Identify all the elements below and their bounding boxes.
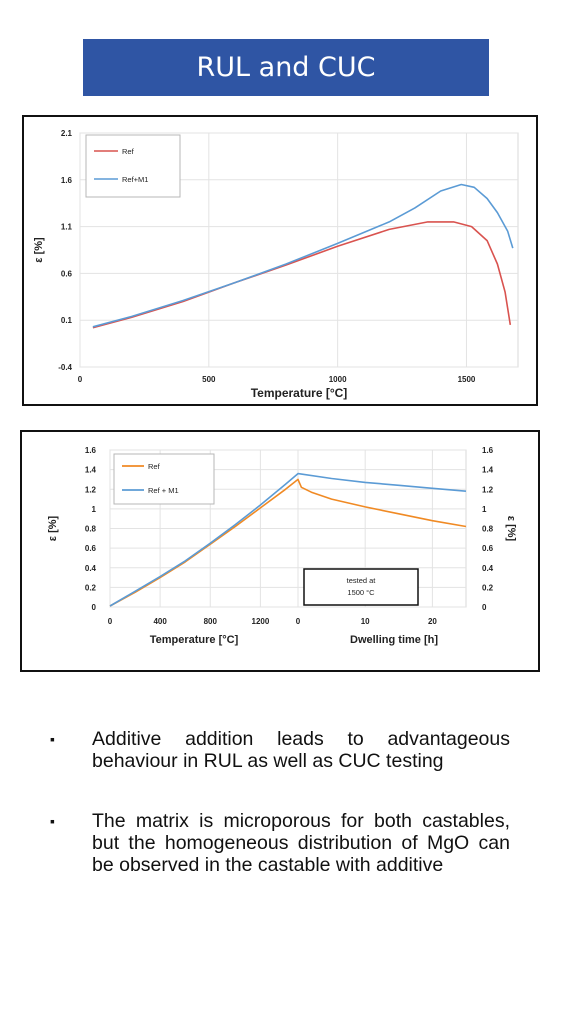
- x-axis-label-time: Dwelling time [h]: [350, 634, 438, 646]
- x-tick-label-temperature: 400: [153, 617, 167, 626]
- series-line: [109, 478, 467, 607]
- x-tick-label-temperature: 0: [108, 617, 113, 626]
- y-tick-label: 0.1: [61, 316, 73, 325]
- series-line: [92, 183, 514, 328]
- y-tick-label-right: 1.2: [482, 485, 494, 494]
- y-tick-label-left: 0.6: [85, 544, 97, 553]
- y-tick-label: 0.6: [61, 269, 73, 278]
- y-tick-label: 1.6: [61, 176, 73, 185]
- y-tick-label-left: 1.2: [85, 485, 97, 494]
- y-tick-label-right: 0.2: [482, 583, 494, 592]
- y-tick-label-left: 0.2: [85, 583, 97, 592]
- cuc-chart: 0 0 0.2 0.2 0.4 0.4 0.6 0.6 0.8 0.8 1 1 1.2 1.2 1.4 1.4…: [47, 446, 517, 646]
- y-tick-label-left: 1.4: [85, 466, 97, 475]
- x-tick-label: 1000: [329, 375, 347, 384]
- x-tick-label: 1500: [458, 375, 476, 384]
- bullet-marker: ▪: [50, 731, 55, 747]
- bullet-item: ▪ The matrix is microporous for both cas…: [50, 810, 510, 876]
- x-tick-label-temperature: 1200: [252, 617, 270, 626]
- x-axis-label: Temperature [°C]: [251, 386, 348, 400]
- y-tick-label-right: 0: [482, 603, 487, 612]
- legend-box: [113, 453, 215, 505]
- y-axis-label-left: ε [%]: [47, 515, 59, 541]
- x-tick-label-time: 20: [428, 617, 437, 626]
- bullet-text: The matrix is microporous for both casta…: [92, 810, 510, 876]
- y-tick-label: 1.1: [61, 223, 73, 232]
- y-axis-label: ε [%]: [33, 237, 45, 263]
- bullet-marker: ▪: [50, 813, 55, 829]
- annotation-text: 1500 °C: [347, 588, 375, 597]
- y-tick-label-left: 1: [92, 505, 97, 514]
- series-line: [109, 472, 467, 607]
- y-tick-label-right: 1.4: [482, 466, 494, 475]
- x-tick-label-temperature: 800: [204, 617, 218, 626]
- legend-label: Ref + M1: [148, 486, 179, 495]
- slide-title-bar: RUL and CUC: [83, 39, 489, 96]
- rul-chart: -0.4 0.1 0.6 1.1 1.6 2.1 0 500 1000 1500 Temperatu…: [33, 129, 519, 400]
- x-tick-label-time: 0: [296, 617, 301, 626]
- legend-box: [85, 134, 181, 198]
- y-axis-label-right: ε [%]: [505, 516, 517, 542]
- y-tick-label-left: 0.4: [85, 564, 97, 573]
- legend-label: Ref: [148, 462, 161, 471]
- y-tick-label-right: 0.6: [482, 544, 494, 553]
- y-tick-label-left: 0: [92, 603, 97, 612]
- y-tick-label: -0.4: [58, 363, 72, 372]
- rul-chart-frame: -0.4 0.1 0.6 1.1 1.6 2.1 0 500 1000 1500 Temperatu…: [22, 115, 538, 406]
- y-tick-label: 2.1: [61, 129, 73, 138]
- x-tick-label-time: 10: [361, 617, 370, 626]
- bullet-list: ▪ Additive addition leads to advantageou…: [50, 728, 510, 914]
- y-tick-label-right: 1.6: [482, 446, 494, 455]
- x-tick-label: 500: [202, 375, 216, 384]
- annotation-box: [303, 568, 419, 606]
- bullet-text: Additive addition leads to advantageous …: [92, 728, 510, 772]
- annotation-text: tested at: [347, 576, 377, 585]
- y-tick-label-right: 1: [482, 505, 487, 514]
- slide-title: RUL and CUC: [196, 52, 376, 83]
- y-tick-label-right: 0.8: [482, 525, 494, 534]
- legend-label: Ref: [122, 147, 135, 156]
- y-tick-label-left: 0.8: [85, 525, 97, 534]
- x-tick-label: 0: [78, 375, 83, 384]
- cuc-chart-frame: 0 0 0.2 0.2 0.4 0.4 0.6 0.6 0.8 0.8 1 1 1.2 1.2 1.4 1.4…: [20, 430, 540, 672]
- legend-label: Ref+M1: [122, 175, 148, 184]
- bullet-item: ▪ Additive addition leads to advantageou…: [50, 728, 510, 772]
- y-tick-label-right: 0.4: [482, 564, 494, 573]
- x-axis-label-temperature: Temperature [°C]: [150, 634, 239, 646]
- y-tick-label-left: 1.6: [85, 446, 97, 455]
